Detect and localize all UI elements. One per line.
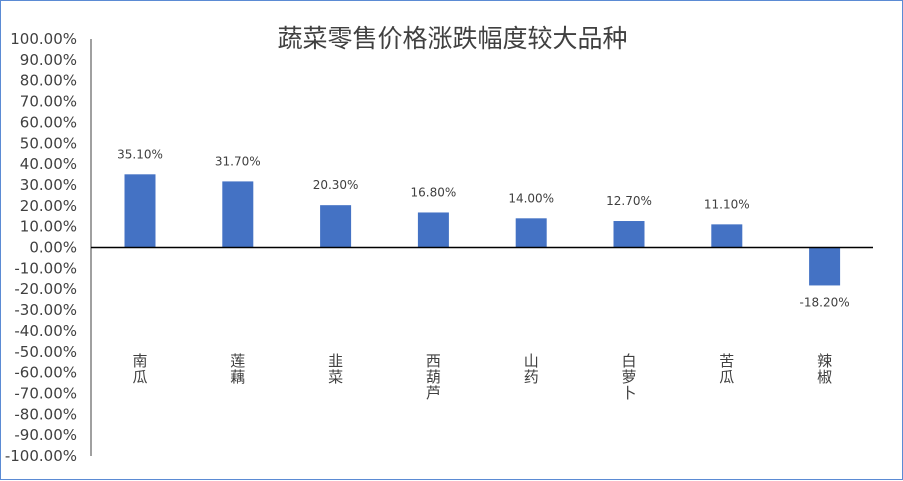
y-tick-label: -20.00% — [14, 280, 77, 298]
data-label: -18.20% — [800, 295, 850, 309]
data-label: 12.70% — [606, 194, 652, 208]
data-label: 35.10% — [117, 147, 163, 161]
y-tick-label: -50.00% — [14, 343, 77, 361]
bar-4 — [417, 212, 449, 248]
category-label: 山药 — [524, 352, 539, 386]
category-label: 西葫芦 — [426, 352, 441, 402]
data-label: 20.30% — [313, 178, 359, 192]
data-label: 31.70% — [215, 154, 261, 168]
y-tick-label: -100.00% — [5, 447, 77, 465]
bar-8 — [809, 247, 841, 286]
bar-6 — [613, 221, 645, 248]
y-tick-label: 50.00% — [20, 134, 77, 152]
y-tick-label: 30.00% — [20, 176, 77, 194]
bar-1 — [124, 174, 156, 248]
y-tick-label: 40.00% — [20, 155, 77, 173]
y-tick-label: 0.00% — [29, 239, 77, 257]
bar-5 — [515, 218, 547, 248]
category-label: 苦瓜 — [719, 352, 734, 386]
y-tick-label: -70.00% — [14, 384, 77, 402]
bar-7 — [711, 224, 743, 248]
category-label: 南瓜 — [132, 352, 147, 386]
data-label: 14.00% — [508, 191, 554, 205]
y-tick-label: 100.00% — [10, 30, 77, 48]
y-tick-label: -60.00% — [14, 364, 77, 382]
category-label: 白萝卜 — [621, 352, 636, 402]
bar-3 — [320, 205, 352, 248]
y-tick-label: -30.00% — [14, 301, 77, 319]
y-tick-label: -90.00% — [14, 426, 77, 444]
data-label: 16.80% — [411, 185, 457, 199]
y-tick-label: 70.00% — [20, 93, 77, 111]
y-tick-label: -40.00% — [14, 322, 77, 340]
y-tick-label: 20.00% — [20, 197, 77, 215]
chart-title: 蔬菜零售价格涨跌幅度较大品种 — [277, 24, 628, 53]
y-tick-label: 80.00% — [20, 72, 77, 90]
data-label: 11.10% — [704, 197, 750, 211]
y-tick-label: -10.00% — [14, 259, 77, 277]
bar-2 — [222, 181, 254, 248]
y-tick-label: 60.00% — [20, 113, 77, 131]
category-label: 莲藕 — [230, 352, 245, 386]
y-tick-label: -80.00% — [14, 405, 77, 423]
y-tick-label: 10.00% — [20, 218, 77, 236]
category-label: 辣椒 — [817, 352, 832, 386]
category-label: 韭菜 — [328, 352, 343, 386]
y-tick-label: 90.00% — [20, 51, 77, 69]
